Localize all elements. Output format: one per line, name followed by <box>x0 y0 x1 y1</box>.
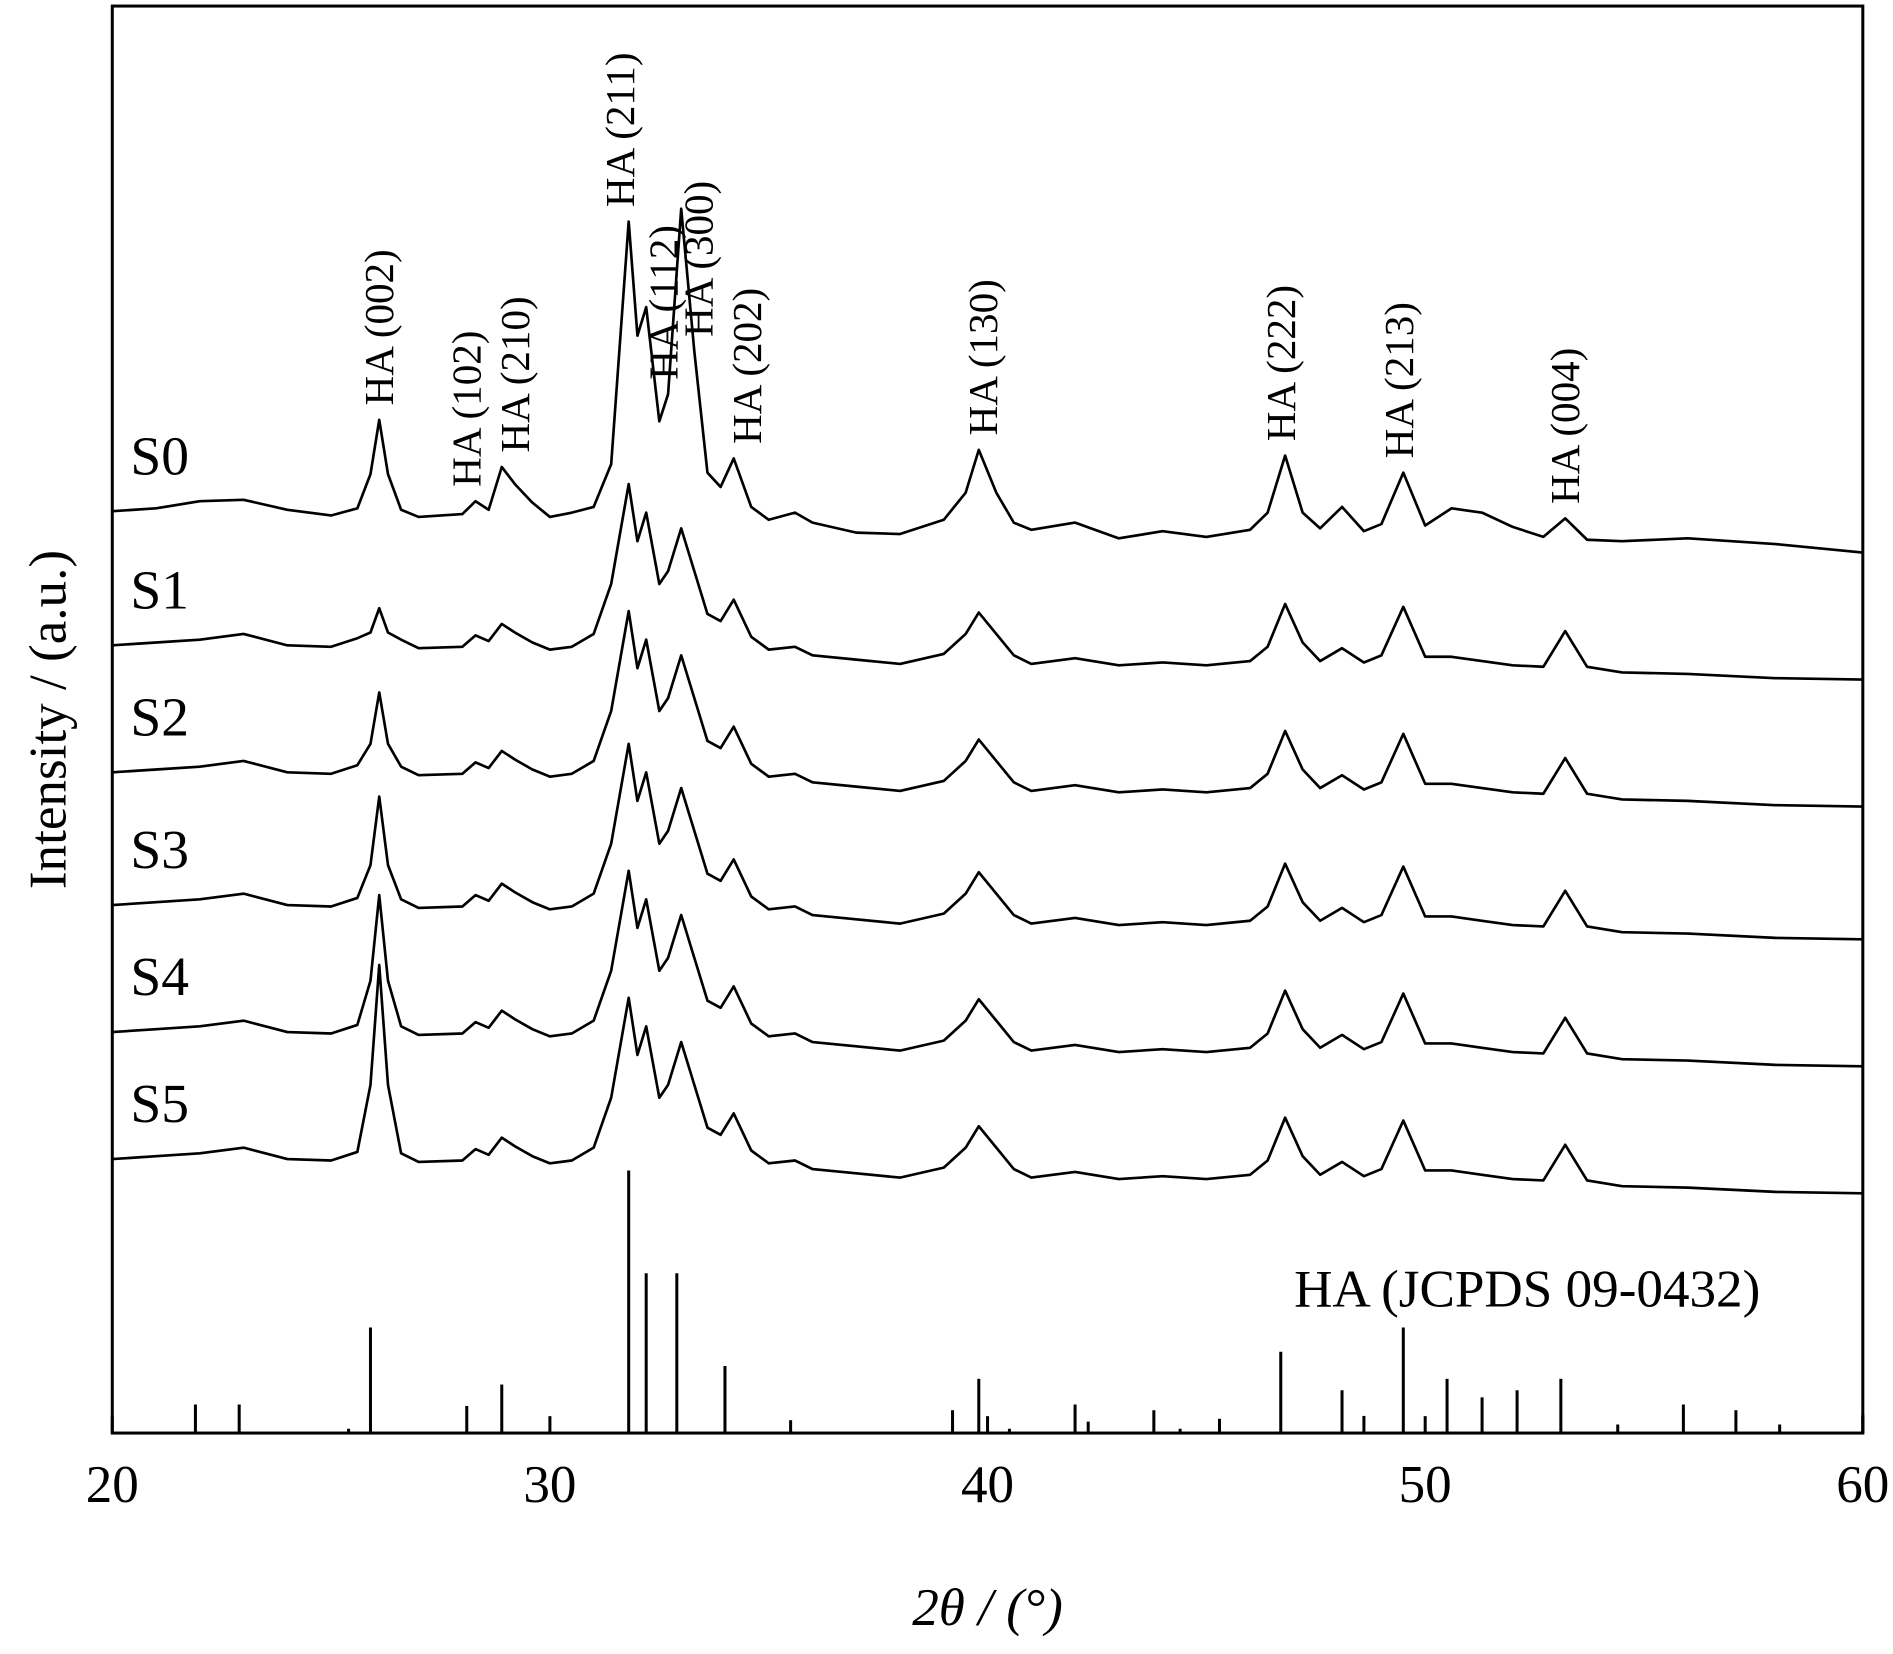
peak-annotation: HA (102) <box>444 331 490 487</box>
series-label: S5 <box>130 1074 189 1135</box>
series-label: S0 <box>130 426 189 487</box>
reference-label: HA (JCPDS 09-0432) <box>1294 1260 1760 1318</box>
xrd-pattern <box>112 609 1863 808</box>
xrd-pattern <box>112 869 1863 1068</box>
peak-annotation: HA (004) <box>1542 348 1588 504</box>
peak-annotation: HA (213) <box>1376 302 1422 458</box>
x-tick-label: 20 <box>86 1456 139 1514</box>
series-label: S3 <box>130 820 189 881</box>
peak-annotation: HA (210) <box>492 296 538 452</box>
xrd-pattern <box>112 207 1863 554</box>
series-label: S2 <box>130 688 189 749</box>
peak-annotation: HA (112) <box>641 225 687 380</box>
y-axis-label: Intensity / (a.u.) <box>19 550 77 889</box>
peak-annotation: HA (002) <box>356 249 402 405</box>
x-tick-label: 50 <box>1399 1456 1452 1514</box>
xrd-pattern <box>112 742 1863 941</box>
peak-annotation: HA (202) <box>724 288 770 444</box>
xrd-pattern <box>112 963 1863 1195</box>
series-label: S1 <box>130 561 189 622</box>
x-axis-label: 2θ / (°) <box>912 1579 1063 1637</box>
peak-annotation: HA (222) <box>1258 285 1304 441</box>
peak-annotation: HA (300) <box>676 181 722 337</box>
xrd-pattern <box>112 482 1863 681</box>
peak-annotation: HA (130) <box>960 279 1006 435</box>
x-tick-label: 30 <box>523 1456 576 1514</box>
peak-annotation: HA (211) <box>597 52 643 207</box>
x-tick-label: 40 <box>961 1456 1014 1514</box>
series-label: S4 <box>130 947 189 1008</box>
x-tick-label: 60 <box>1836 1456 1889 1514</box>
